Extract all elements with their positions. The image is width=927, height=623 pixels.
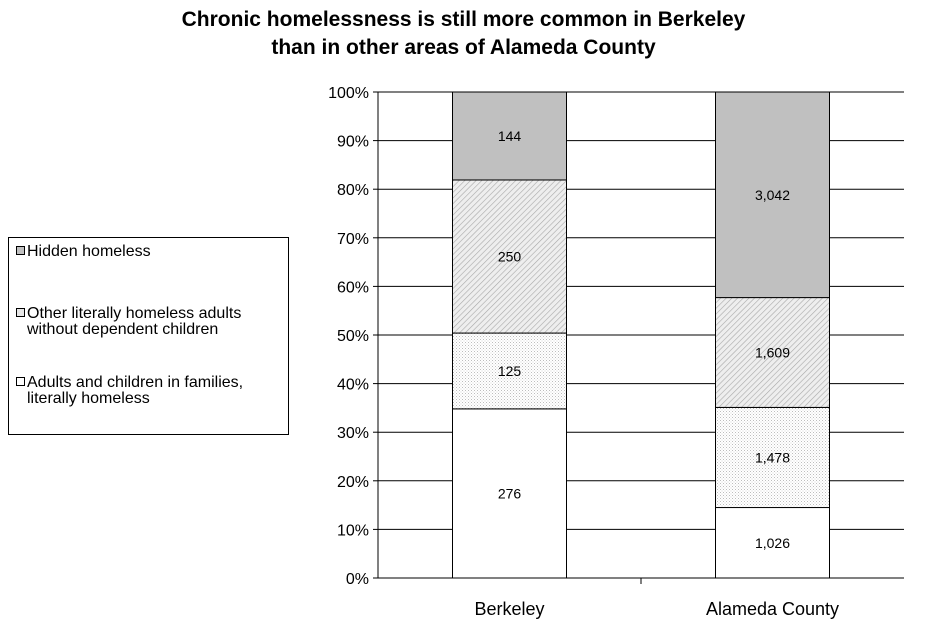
legend-swatch-families-literally-homeless: [16, 377, 25, 386]
data-label: 276: [498, 485, 522, 501]
bar-segment: [715, 91, 830, 299]
legend-swatch-other-literally-homeless: [16, 308, 25, 317]
data-labels: 276 125 250 144 1,026 1,478 1,609 3,042: [498, 128, 790, 551]
x-tick-label: Berkeley: [474, 599, 544, 619]
x-tick-label: Alameda County: [706, 599, 839, 619]
axes: 0% 10% 20% 30% 40% 50% 60% 70% 80% 90% 100% Berkele…: [328, 85, 904, 619]
y-tick-label: 50%: [337, 328, 369, 345]
y-tick-label: 0%: [346, 571, 369, 588]
chart-title-line-2: than in other areas of Alameda County: [271, 36, 656, 59]
data-label: 1,609: [755, 344, 790, 360]
data-label: 125: [498, 363, 522, 379]
y-tick-label: 70%: [337, 231, 369, 248]
bar-segment: [452, 179, 567, 334]
legend-label: Hidden homeless: [27, 243, 151, 260]
legend: Hidden homeless Other literally homeless…: [8, 237, 289, 435]
data-label: 250: [498, 249, 522, 265]
chart-title-line-1: Chronic homelessness is still more commo…: [181, 8, 746, 31]
legend-label: Adults and children in families, literal…: [27, 374, 244, 407]
data-label: 144: [498, 128, 522, 144]
y-tick-label: 20%: [337, 474, 369, 491]
data-label: 1,478: [755, 449, 790, 465]
y-tick-label: 90%: [337, 134, 369, 151]
y-tick-label: 10%: [337, 522, 369, 539]
legend-swatch-hidden-homeless: [16, 246, 25, 255]
y-tick-label: 60%: [337, 279, 369, 296]
data-label: 3,042: [755, 187, 790, 203]
bars: [452, 91, 830, 579]
y-tick-label: 100%: [328, 85, 369, 102]
data-label: 1,026: [755, 535, 790, 551]
bar-segment: [452, 332, 567, 410]
bar-segment: [715, 297, 830, 408]
bar-segment: [715, 507, 830, 579]
y-tick-label: 30%: [337, 425, 369, 442]
y-tick-label: 80%: [337, 182, 369, 199]
legend-label: Other literally homeless adults without …: [27, 305, 242, 338]
y-tick-label: 40%: [337, 377, 369, 394]
bar-segment: [452, 91, 567, 181]
